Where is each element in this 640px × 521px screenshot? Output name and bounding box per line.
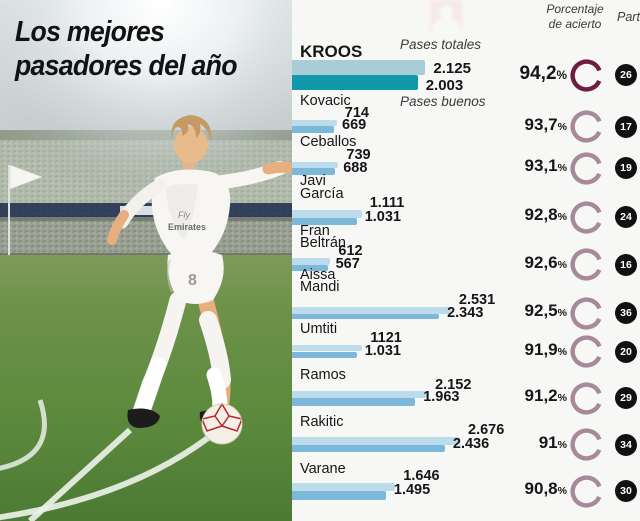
svg-text:8: 8 [188, 272, 197, 289]
svg-text:Fly: Fly [178, 210, 190, 220]
svg-text:Emirates: Emirates [168, 222, 206, 232]
